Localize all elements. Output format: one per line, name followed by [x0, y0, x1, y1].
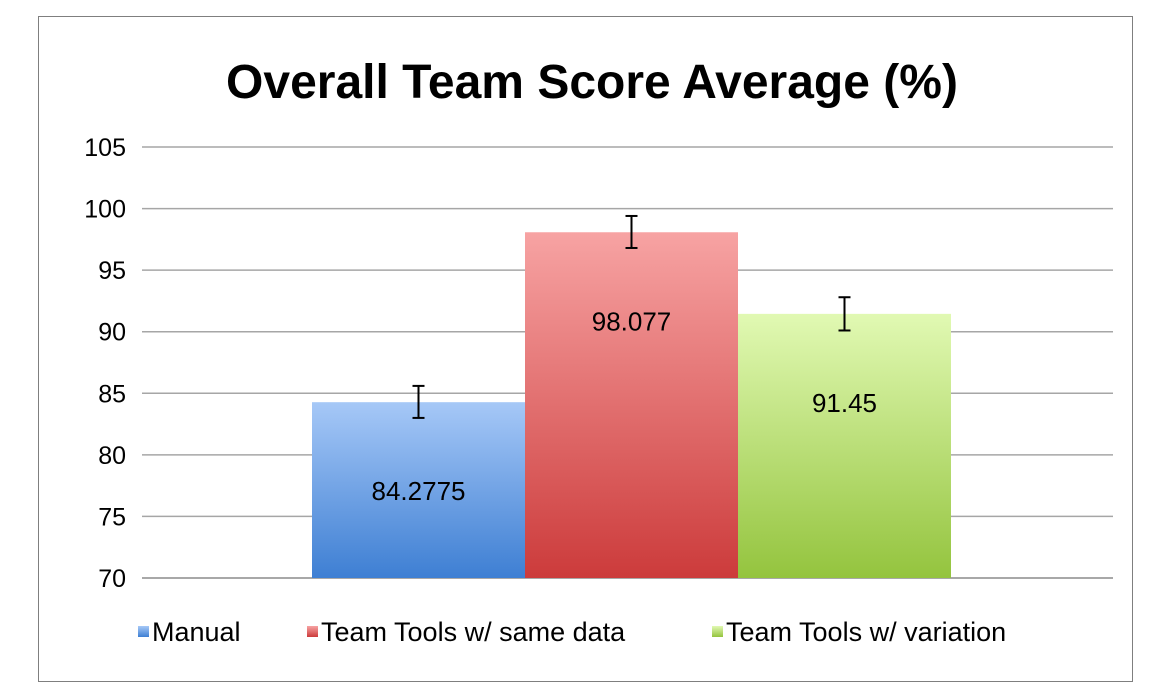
legend-label-0: Manual — [152, 617, 241, 647]
legend-swatch-1 — [307, 626, 318, 637]
legend-swatch-0 — [138, 626, 149, 637]
y-tick-label-80: 80 — [98, 442, 126, 470]
y-tick-label-70: 70 — [98, 565, 126, 593]
legend-swatch-2 — [712, 626, 723, 637]
y-tick-label-100: 100 — [84, 196, 126, 224]
y-tick-label-75: 75 — [98, 503, 126, 531]
legend-label-1: Team Tools w/ same data — [321, 617, 626, 647]
y-tick-label-105: 105 — [84, 134, 126, 162]
data-label-2: 91.45 — [812, 388, 877, 418]
legend: Manual Team Tools w/ same data Team Tools … — [138, 617, 1006, 647]
bar-0 — [312, 402, 525, 578]
error-bars — [412, 214, 851, 419]
y-axis-tick-labels: 70 75 80 85 90 95 100 105 — [84, 134, 126, 593]
data-labels: 84.2775 98.077 91.45 — [372, 306, 878, 506]
y-tick-label-95: 95 — [98, 257, 126, 285]
y-tick-label-90: 90 — [98, 319, 126, 347]
data-label-0: 84.2775 — [372, 476, 466, 506]
chart-title: Overall Team Score Average (%) — [226, 56, 958, 109]
y-tick-label-85: 85 — [98, 380, 126, 408]
bar-1 — [525, 232, 738, 578]
data-label-1: 98.077 — [592, 306, 672, 336]
legend-label-2: Team Tools w/ variation — [726, 617, 1006, 647]
bars — [312, 232, 951, 578]
bar-2 — [738, 313, 951, 578]
